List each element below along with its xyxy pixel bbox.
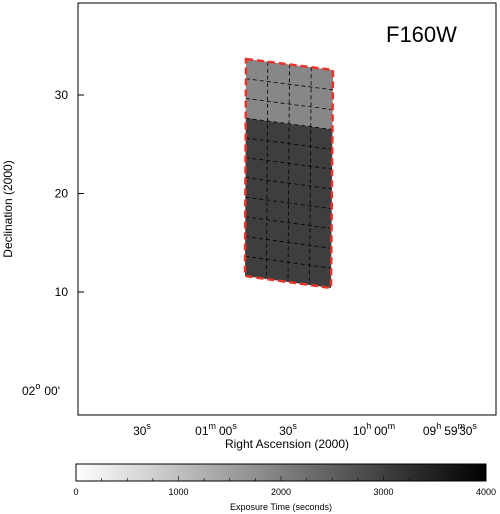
colorbar-title: Exposure Time (seconds) <box>230 502 332 512</box>
mosaic-grid-row-line <box>245 176 332 190</box>
mosaic-grid-col-line <box>287 64 290 283</box>
x-tick-label: 30s <box>459 421 477 438</box>
exposure-mosaic <box>243 57 335 290</box>
mosaic-grid-col-line <box>309 67 312 286</box>
x-tick-label: 30s <box>133 421 151 438</box>
mosaic-grid-row-line <box>245 216 332 229</box>
x-tick-label: 09h 59m <box>423 421 465 438</box>
y-tick-label: 10 <box>55 285 69 299</box>
colorbar-tick-label: 2000 <box>271 487 291 497</box>
colorbar-tick-label: 1000 <box>168 487 188 497</box>
colorbar-ticks: 0 1000 2000 3000 4000 <box>73 476 496 497</box>
mosaic-grid-row-line <box>245 98 333 111</box>
mosaic-grid-col-line <box>266 61 269 280</box>
x-axis-title: Right Ascension (2000) <box>225 437 349 451</box>
colorbar-tick-label: 3000 <box>373 487 393 497</box>
y-axis-title: Declination (2000) <box>1 160 15 257</box>
colorbar-tick-label: 4000 <box>476 487 496 497</box>
mosaic-outline <box>243 57 335 290</box>
y-origin-label: 02o 00' <box>22 381 60 398</box>
mosaic-grid-row-line <box>245 196 332 210</box>
x-tick-label: 01m 00s <box>195 421 237 438</box>
y-axis-ticks: 30 20 10 02o 00' <box>22 88 84 398</box>
mosaic-grid-row-line <box>245 78 333 91</box>
y-tick-label: 30 <box>55 88 69 102</box>
x-tick-label: 30s <box>279 421 297 438</box>
colorbar-tick-label: 0 <box>73 487 78 497</box>
y-tick-label: 20 <box>55 187 69 201</box>
filter-label: F160W <box>386 22 457 47</box>
x-tick-label: 10h 00m <box>353 421 395 438</box>
